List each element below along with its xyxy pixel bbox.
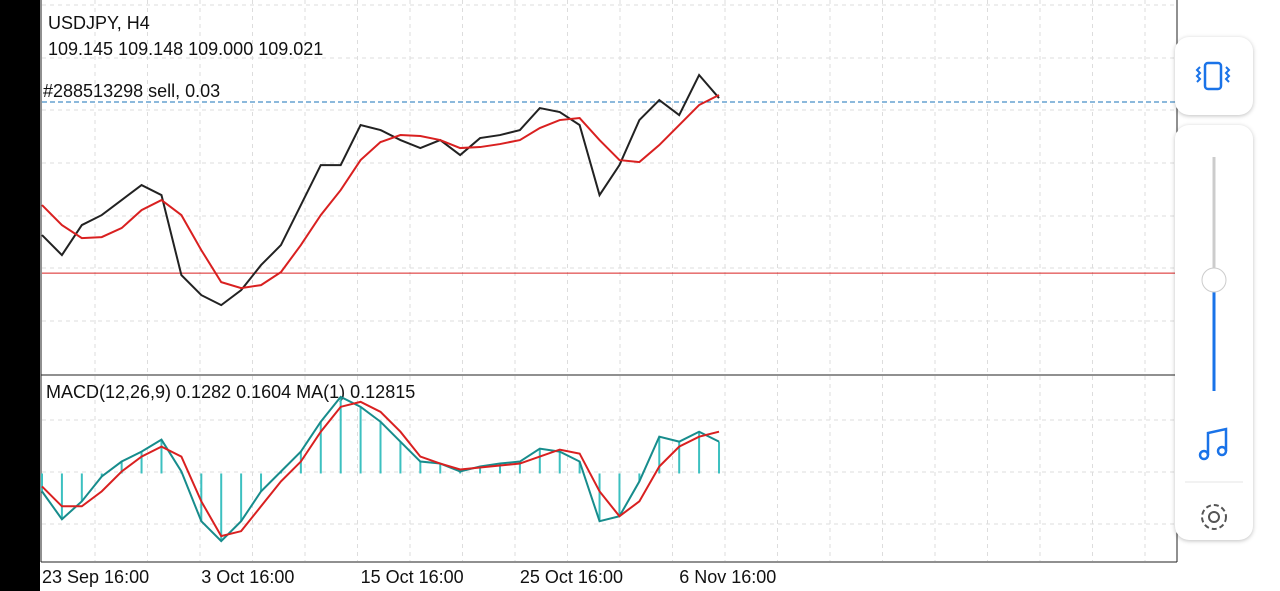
macd-bar	[698, 431, 701, 474]
macd-bar	[319, 421, 322, 474]
macd-bar	[598, 473, 601, 522]
macd-bar	[658, 436, 661, 474]
vibrate-icon[interactable]	[1175, 37, 1253, 115]
x-tick-label: 6 Nov 16:00	[679, 567, 776, 587]
macd-bar	[140, 451, 143, 474]
macd-bar	[439, 463, 442, 474]
macd-bar	[80, 473, 83, 502]
macd-line	[41, 395, 720, 543]
macd-bar	[359, 406, 362, 474]
volume-panel	[1175, 125, 1253, 540]
x-tick-label: 25 Oct 16:00	[520, 567, 623, 587]
chart-background	[40, 0, 1280, 591]
macd-bar	[678, 441, 681, 474]
macd-bar	[538, 448, 541, 474]
slider-thumb[interactable]	[1201, 267, 1227, 293]
macd-bar	[618, 473, 621, 517]
price-line	[41, 73, 720, 307]
macd-bar	[160, 439, 163, 474]
macd-bar	[339, 396, 342, 474]
macd-bar	[399, 441, 402, 474]
macd-bar	[558, 451, 561, 474]
macd-bar	[260, 473, 263, 492]
macd-bar	[718, 441, 721, 474]
macd-bar	[638, 473, 641, 482]
macd-bar	[120, 461, 123, 474]
music-icon[interactable]	[1198, 427, 1228, 461]
ohlc-values: 109.145 109.148 109.000 109.021	[48, 39, 323, 59]
macd-bar	[498, 463, 501, 474]
macd-bar	[419, 461, 422, 474]
macd-bar	[200, 473, 203, 522]
macd-bar	[41, 473, 43, 492]
macd-bar	[240, 473, 243, 522]
x-tick-label: 15 Oct 16:00	[361, 567, 464, 587]
macd-bar	[479, 466, 482, 474]
macd-bar	[578, 461, 581, 474]
macd-bar	[60, 473, 63, 520]
chart-title: USDJPY, H4	[48, 13, 150, 33]
grid	[42, 0, 1177, 561]
macd-bar	[100, 473, 103, 477]
macd-label: MACD(12,26,9) 0.1282 0.1604 MA(1) 0.1281…	[46, 382, 415, 402]
x-tick-label: 3 Oct 16:00	[201, 567, 294, 587]
macd-bar	[379, 421, 382, 474]
volume-controls	[1185, 157, 1243, 530]
settings-icon[interactable]	[1201, 504, 1227, 530]
signal-line	[41, 400, 720, 538]
vibrate-panel[interactable]	[1175, 37, 1253, 115]
macd-bar	[518, 461, 521, 474]
x-tick-label: 23 Sep 16:00	[42, 567, 149, 587]
order-label: #288513298 sell, 0.03	[43, 81, 220, 101]
moving-average	[41, 94, 720, 290]
macd-bar	[220, 473, 223, 542]
